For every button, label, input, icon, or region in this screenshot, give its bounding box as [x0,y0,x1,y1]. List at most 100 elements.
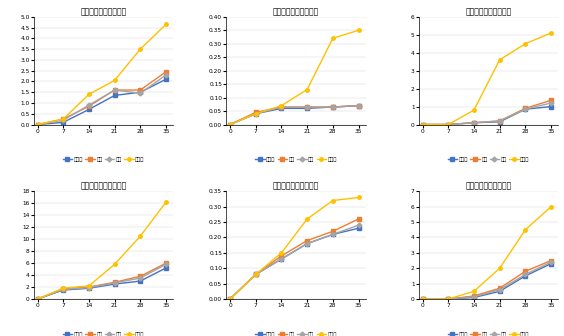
無機盐 [470,108,477,112]
稻粕 [137,276,144,280]
稻殼 [111,280,118,284]
Line: 稻粕: 稻粕 [421,101,553,126]
Line: 無機盐: 無機盐 [421,205,553,301]
無機盐 [419,123,426,127]
無機盐 [445,123,452,127]
無機盐 [34,297,41,301]
花生粕 [445,297,452,301]
稻粕 [419,297,426,301]
稻粕 [496,119,503,123]
稻殼 [34,297,41,301]
稻粕 [445,123,452,127]
Legend: 花生粕, 稻殼, 稻粕, 無機盐: 花生粕, 稻殼, 稻粕, 無機盐 [255,332,337,336]
花生粕 [252,272,259,277]
稻殼 [419,123,426,127]
稻粕 [137,91,144,95]
稻粕 [111,281,118,285]
Line: 稻粕: 稻粕 [421,260,553,301]
花生粕 [60,120,67,124]
花生粕 [34,123,41,127]
Line: 稻殼: 稻殼 [36,70,168,126]
稻粕 [227,297,233,301]
稻粕 [227,123,233,127]
花生粕 [34,297,41,301]
花生粕 [355,104,362,108]
稻粕 [445,297,452,301]
無機盐 [86,92,92,96]
稻粕 [329,105,336,109]
稻粕 [329,233,336,237]
花生粕 [60,288,67,292]
稻粕 [355,104,362,108]
花生粕 [86,286,92,290]
稻殼 [278,254,285,258]
Title: 茂子苗期茎徑生育調查: 茂子苗期茎徑生育調查 [273,7,319,16]
花生粕 [419,123,426,127]
無機盐 [445,297,452,301]
無機盐 [227,123,233,127]
無機盐 [86,284,92,288]
稻殼 [470,121,477,125]
Line: 花生粕: 花生粕 [36,78,168,126]
稻粕 [419,123,426,127]
Line: 無機盐: 無機盐 [36,200,168,301]
花生粕 [355,226,362,230]
花生粕 [227,123,233,127]
花生粕 [162,77,169,81]
花生粕 [227,297,233,301]
無機盐 [252,272,259,277]
花生粕 [470,295,477,299]
無機盐 [548,31,554,35]
稻殼 [445,297,452,301]
Title: 番茄苗期株高生育調查: 番茄苗期株高生育調查 [81,181,127,191]
花生粕 [470,121,477,125]
稻粕 [34,297,41,301]
花生粕 [329,105,336,109]
無機盐 [60,117,67,121]
無機盐 [419,297,426,301]
花生粕 [111,282,118,286]
稻粕 [470,295,477,299]
Line: 稻粕: 稻粕 [228,223,360,301]
稻殼 [445,123,452,127]
稻殼 [304,105,311,109]
無機盐 [329,199,336,203]
Line: 花生粕: 花生粕 [421,262,553,301]
無機盐 [111,262,118,266]
稻粕 [304,242,311,246]
稻粕 [304,105,311,109]
花生粕 [278,107,285,111]
花生粕 [419,297,426,301]
稻粕 [60,288,67,292]
無機盐 [355,28,362,32]
無機盐 [522,228,528,232]
稻殼 [111,88,118,92]
稻殼 [355,217,362,221]
Line: 稻殼: 稻殼 [228,217,360,301]
稻粕 [162,262,169,266]
花生粕 [137,90,144,94]
Legend: 花生粕, 稻殼, 稻粕, 無機盐: 花生粕, 稻殼, 稻粕, 無機盐 [63,157,144,162]
稻殼 [470,294,477,298]
Title: 茂子苗期株高生育調查: 茂子苗期株高生育調查 [81,7,127,16]
稻粕 [496,288,503,292]
稻粕 [522,107,528,111]
稻殼 [60,287,67,291]
無機盐 [496,58,503,62]
稻殼 [548,98,554,102]
Legend: 花生粕, 稻殼, 稻粕, 無機盐: 花生粕, 稻殼, 稻粕, 無機盐 [448,157,530,162]
無機盐 [34,123,41,127]
稻殼 [329,229,336,233]
花生粕 [162,266,169,270]
稻殼 [252,272,259,277]
花生粕 [137,279,144,283]
花生粕 [522,274,528,278]
Line: 花生粕: 花生粕 [421,105,553,126]
Line: 無機盐: 無機盐 [36,23,168,126]
無機盐 [522,42,528,46]
無機盐 [137,47,144,51]
稻殼 [86,104,92,108]
Legend: 花生粕, 稻殼, 稻粕, 無機盐: 花生粕, 稻殼, 稻粕, 無機盐 [255,157,337,162]
無機盐 [304,217,311,221]
Title: 茂子苗期葉數生育調查: 茂子苗期葉數生育調查 [465,7,512,16]
